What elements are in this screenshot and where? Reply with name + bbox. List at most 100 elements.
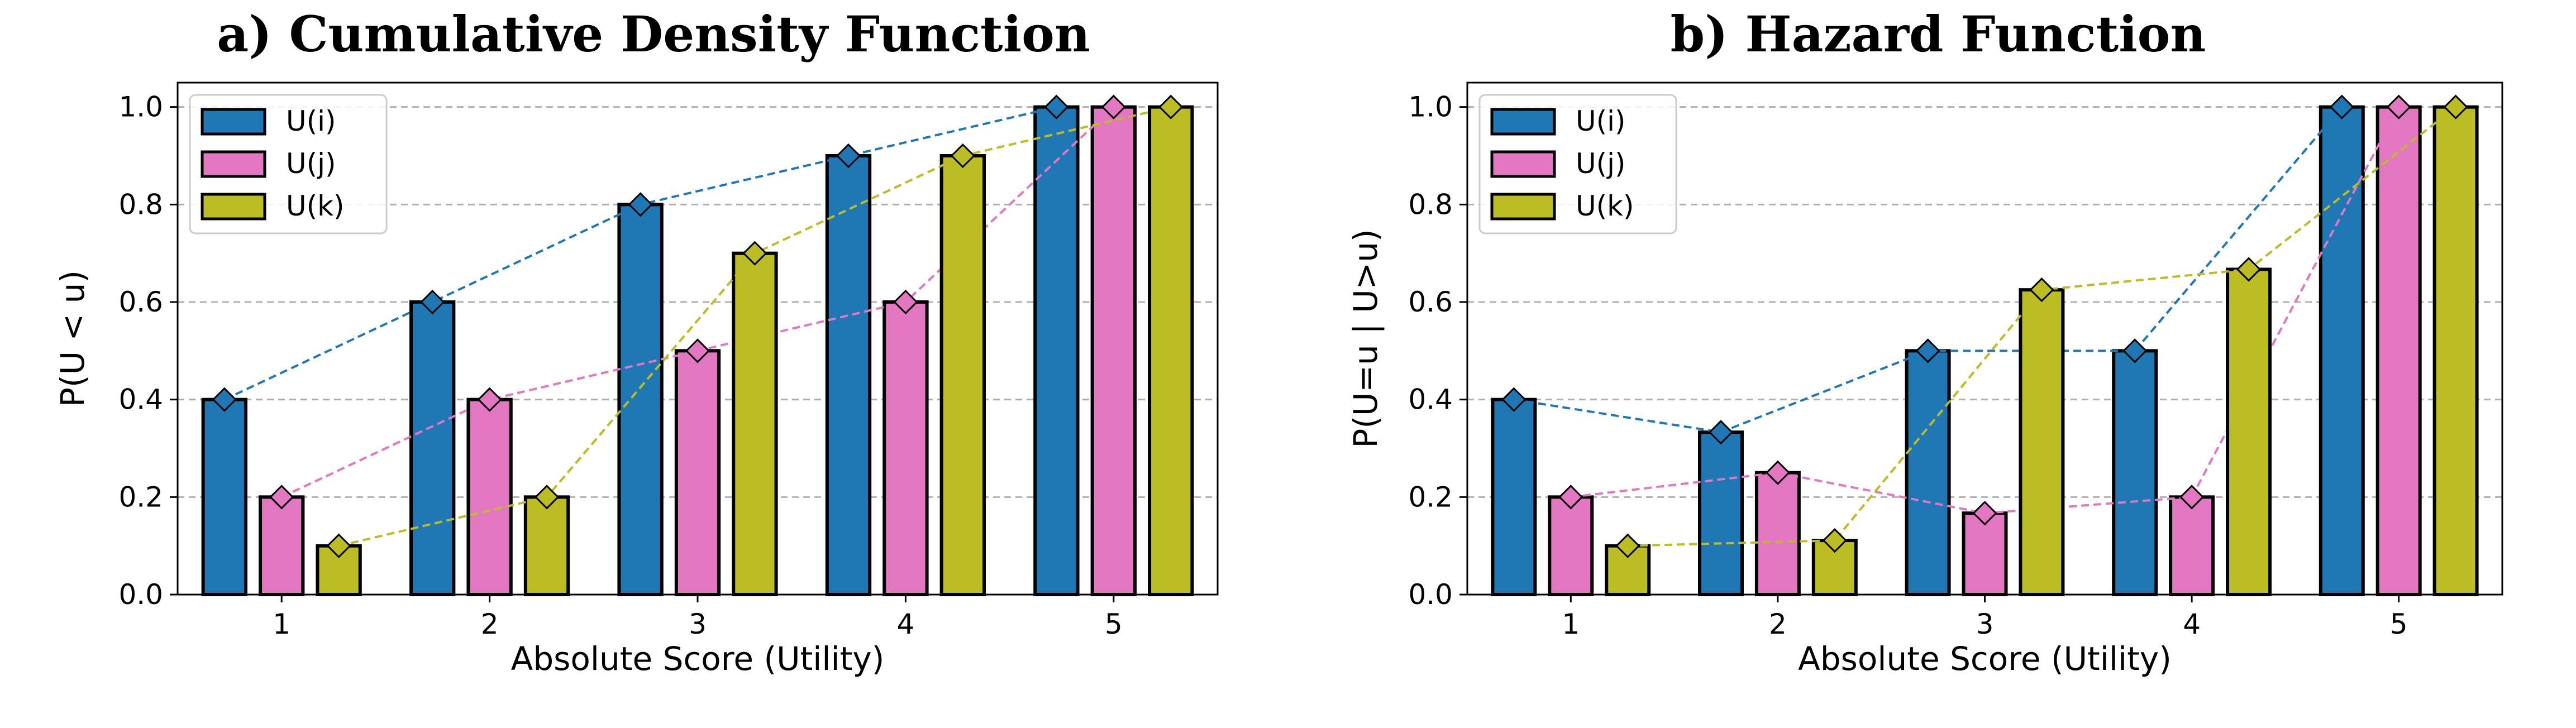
x-tick-label: 4 — [896, 608, 914, 640]
legend-label: U(k) — [286, 190, 345, 222]
bar — [1148, 105, 1194, 596]
bar — [1090, 105, 1137, 596]
bar — [1033, 105, 1080, 596]
bar — [1754, 471, 1801, 597]
data-point — [534, 485, 560, 510]
data-point — [1044, 94, 1069, 119]
y-tick-label: 0.0 — [1408, 578, 1453, 611]
legend: U(i) U(j) U(k) — [189, 94, 388, 234]
data-point — [477, 387, 502, 412]
y-tick-label: 0.8 — [118, 188, 163, 221]
panel-cdf: a) Cumulative Density Function 0.0 0.2 0.4 0… — [54, 5, 1219, 678]
bar — [882, 300, 929, 596]
x-tick-label: 3 — [689, 608, 707, 640]
data-point — [1615, 533, 1640, 558]
bar — [466, 397, 513, 597]
y-tick-label: 1.0 — [118, 91, 163, 123]
data-point — [269, 485, 294, 510]
data-point — [1558, 485, 1583, 510]
x-tick-label: 1 — [1562, 608, 1580, 640]
legend-label: U(j) — [1576, 147, 1626, 180]
bar — [674, 349, 721, 596]
legend-label: U(k) — [1576, 190, 1634, 222]
x-tick-label: 2 — [1769, 608, 1787, 640]
y-tick-label: 0.4 — [118, 384, 163, 416]
x-tick-label: 4 — [2183, 608, 2201, 640]
bar — [201, 397, 247, 597]
y-tick-label: 1.0 — [1408, 91, 1453, 123]
legend-label: U(i) — [1576, 105, 1626, 137]
data-point — [1708, 420, 1734, 445]
legend-label: U(j) — [286, 147, 336, 180]
data-point — [2443, 94, 2468, 119]
x-axis-label: Absolute Score (Utility) — [511, 640, 885, 678]
y-axis-label: P(U < u) — [54, 270, 92, 407]
data-point — [2029, 277, 2054, 303]
x-axis-label: Absolute Score (Utility) — [1798, 640, 2172, 678]
y-tick-label: 0.6 — [118, 286, 163, 318]
data-point — [2386, 94, 2411, 119]
panel-hazard: b) Hazard Function 0.0 0.2 0.4 0.6 0.8 1.0 1 2 3 4… — [1347, 5, 2503, 678]
bar — [2019, 288, 2065, 596]
data-point — [326, 533, 351, 558]
data-point — [2122, 338, 2148, 363]
legend-swatch — [201, 150, 266, 178]
series-line — [1571, 106, 2400, 515]
bar — [732, 251, 778, 596]
bar — [617, 203, 664, 597]
bar — [939, 154, 986, 596]
data-point — [420, 289, 445, 315]
bar — [1491, 397, 1537, 597]
data-point — [742, 241, 767, 266]
data-point — [1915, 338, 1940, 363]
x-tick-label: 5 — [2390, 608, 2408, 640]
data-point — [836, 143, 861, 169]
chart-title: a) Cumulative Density Function — [217, 5, 1090, 63]
chart-title: b) Hazard Function — [1671, 5, 2206, 63]
x-tick-label: 2 — [481, 608, 499, 640]
data-point — [1822, 528, 1847, 553]
bar — [2432, 105, 2479, 596]
y-tick-label: 0.0 — [118, 578, 163, 611]
bar — [1548, 495, 1594, 596]
bar — [259, 495, 305, 596]
legend-label: U(i) — [286, 105, 336, 137]
data-point — [950, 143, 975, 169]
bar — [825, 154, 872, 596]
legend-swatch — [201, 193, 266, 221]
legend-swatch — [1490, 108, 1556, 136]
legend-swatch — [201, 108, 266, 136]
y-tick-label: 0.2 — [1408, 481, 1453, 513]
y-axis-label: P(U=u | U>u) — [1347, 229, 1385, 448]
data-point — [1972, 501, 1997, 526]
data-point — [1765, 460, 1791, 485]
bar — [2319, 105, 2365, 596]
legend-swatch — [1490, 150, 1556, 178]
data-point — [1101, 94, 1126, 119]
data-point — [685, 338, 710, 363]
bar — [2375, 105, 2422, 596]
bar — [2169, 495, 2215, 596]
legend: U(i) U(j) U(k) — [1478, 94, 1677, 234]
data-point — [2329, 94, 2354, 119]
data-point — [893, 289, 918, 315]
data-point — [2236, 257, 2262, 282]
bar — [523, 495, 570, 596]
x-tick-label: 5 — [1105, 608, 1123, 640]
data-point — [1501, 387, 1526, 412]
bar — [1905, 349, 1951, 596]
data-point — [212, 387, 237, 412]
bar — [2112, 349, 2158, 596]
x-tick-label: 3 — [1976, 608, 1994, 640]
data-point — [1158, 94, 1184, 119]
bar — [409, 300, 456, 596]
bar — [1697, 430, 1744, 596]
y-tick-label: 0.4 — [1408, 384, 1453, 416]
y-tick-label: 0.8 — [1408, 188, 1453, 221]
data-point — [2179, 485, 2205, 510]
y-tick-label: 0.2 — [118, 481, 163, 513]
data-point — [628, 192, 653, 217]
y-tick-label: 0.6 — [1408, 286, 1453, 318]
x-tick-label: 1 — [273, 608, 290, 640]
